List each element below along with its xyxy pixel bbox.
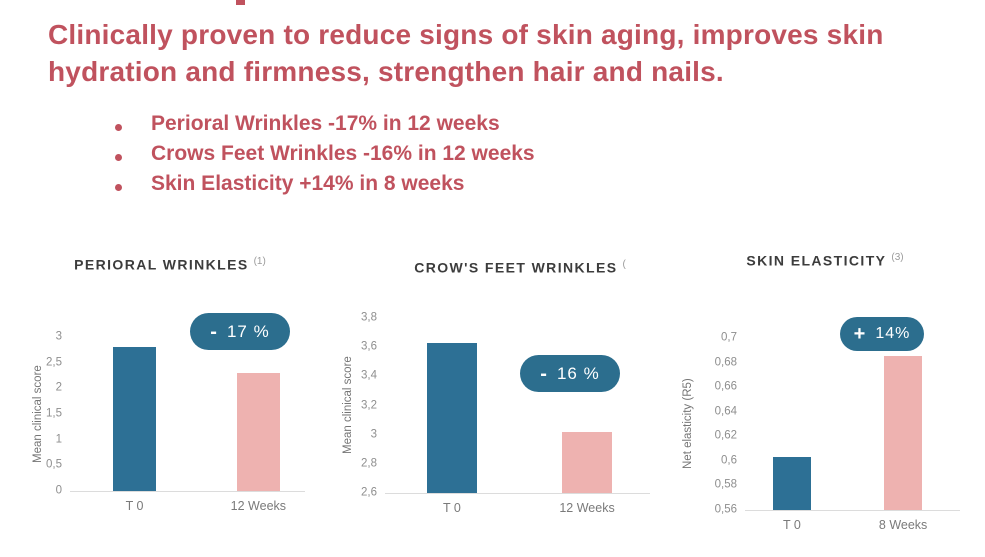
plot-area: 3 2,5 2 1,5 1 0,5 0 T 0 12 Weeks [46,330,305,513]
list-item-label: Perioral Wrinkles -17% in 12 weeks [151,112,500,135]
x-category-label: 12 Weeks [230,499,287,513]
x-category-label: T 0 [783,518,801,532]
list-item-crows-feet: Crows Feet Wrinkles -16% in 12 weeks [115,142,535,172]
y-tick-label: 3 [55,330,62,343]
footnote-marker: (3) [891,252,904,263]
y-tick-label: 2,5 [46,356,62,369]
chart-title: CROW'S FEET WRINKLES( [414,259,626,276]
y-tick-label: 0,64 [714,405,737,418]
bar-after-treatment [884,356,923,510]
y-axis-label: Net elasticity (R5) [682,378,694,470]
y-tick-label: 0 [55,484,62,497]
y-tick-label: 0,5 [46,458,62,471]
footnote-marker: (1) [253,256,266,267]
y-tick-label: 2 [55,381,62,394]
x-category-label: T 0 [442,501,461,515]
y-tick-label: 1,5 [46,407,62,420]
bar-baseline [113,347,156,491]
y-tick-label: 2,6 [361,486,377,499]
badge-sign: + [853,323,867,345]
change-badge: - 16 % [520,355,620,392]
y-axis-label: Mean clinical score [342,356,354,455]
chart-title: PERIORAL WRINKLES (1) [74,256,266,273]
list-item-label: Skin Elasticity +14% in 8 weeks [151,172,465,195]
chart-crows-feet-wrinkles: CROW'S FEET WRINKLES( Mean clinical scor… [340,250,660,540]
bar-baseline [426,342,477,493]
change-badge: + 14% [840,317,924,351]
y-tick-label: 3,2 [361,398,377,411]
list-item-elasticity: Skin Elasticity +14% in 8 weeks [115,172,535,202]
x-category-label: T 0 [125,499,144,513]
y-tick-label: 0,66 [714,380,737,393]
bar-after-treatment [562,431,613,493]
list-item-label: Crows Feet Wrinkles -16% in 12 weeks [151,142,535,165]
badge-sign: - [540,362,548,385]
badge-sign: - [210,320,218,343]
badge-value: 17 % [226,321,270,341]
page-title-line-2: hydration and firmness, strengthen hair … [48,56,724,87]
bullet-icon [115,153,122,161]
chart-perioral-wrinkles: PERIORAL WRINKLES (1) Mean clinical score… [30,250,310,535]
y-tick-label: 0,7 [721,331,737,344]
badge-value: 16 % [556,363,600,383]
y-tick-label: 2,8 [361,457,377,470]
plot-area: 0,7 0,68 0,66 0,64 0,62 0,6 0,58 0,56 T 0 8 Weeks [715,331,960,532]
bullet-icon [115,183,122,191]
y-tick-label: 0,6 [721,454,737,467]
page-title-line-1: Clinically proven to reduce signs of ski… [48,19,884,50]
bullet-icon [115,123,122,131]
x-category-label: 12 Weeks [559,501,615,515]
y-tick-label: 0,58 [714,478,737,491]
y-tick-label: 3 [370,428,377,441]
y-tick-label: 3,8 [361,311,377,324]
y-tick-label: 0,62 [714,429,737,442]
plot-area: 3,8 3,6 3,4 3,2 3 2,8 2,6 T 0 12 Weeks [361,311,650,515]
x-category-label: 8 Weeks [878,518,928,532]
y-tick-label: 3,6 [361,340,377,353]
change-badge: - 17 % [190,313,290,350]
bar-baseline [772,457,811,510]
y-tick-label: 3,4 [361,369,377,382]
page-title: Clinically proven to reduce signs of ski… [48,16,928,90]
y-tick-label: 1 [55,433,62,446]
y-tick-label: 0,68 [714,355,737,368]
y-tick-label: 0,56 [714,503,737,516]
edge-artifact-mark [236,0,245,5]
highlights-list: Perioral Wrinkles -17% in 12 weeks Crows… [115,112,535,202]
bar-after-treatment [236,372,280,491]
chart-skin-elasticity: SKIN ELASTICITY (3) Net elasticity (R5) 0… [680,250,970,545]
y-axis-label: Mean clinical score [32,365,44,463]
chart-title: SKIN ELASTICITY (3) [746,252,904,269]
list-item-perioral: Perioral Wrinkles -17% in 12 weeks [115,112,535,142]
badge-value: 14% [875,325,911,342]
footnote-marker: ( [622,259,626,270]
